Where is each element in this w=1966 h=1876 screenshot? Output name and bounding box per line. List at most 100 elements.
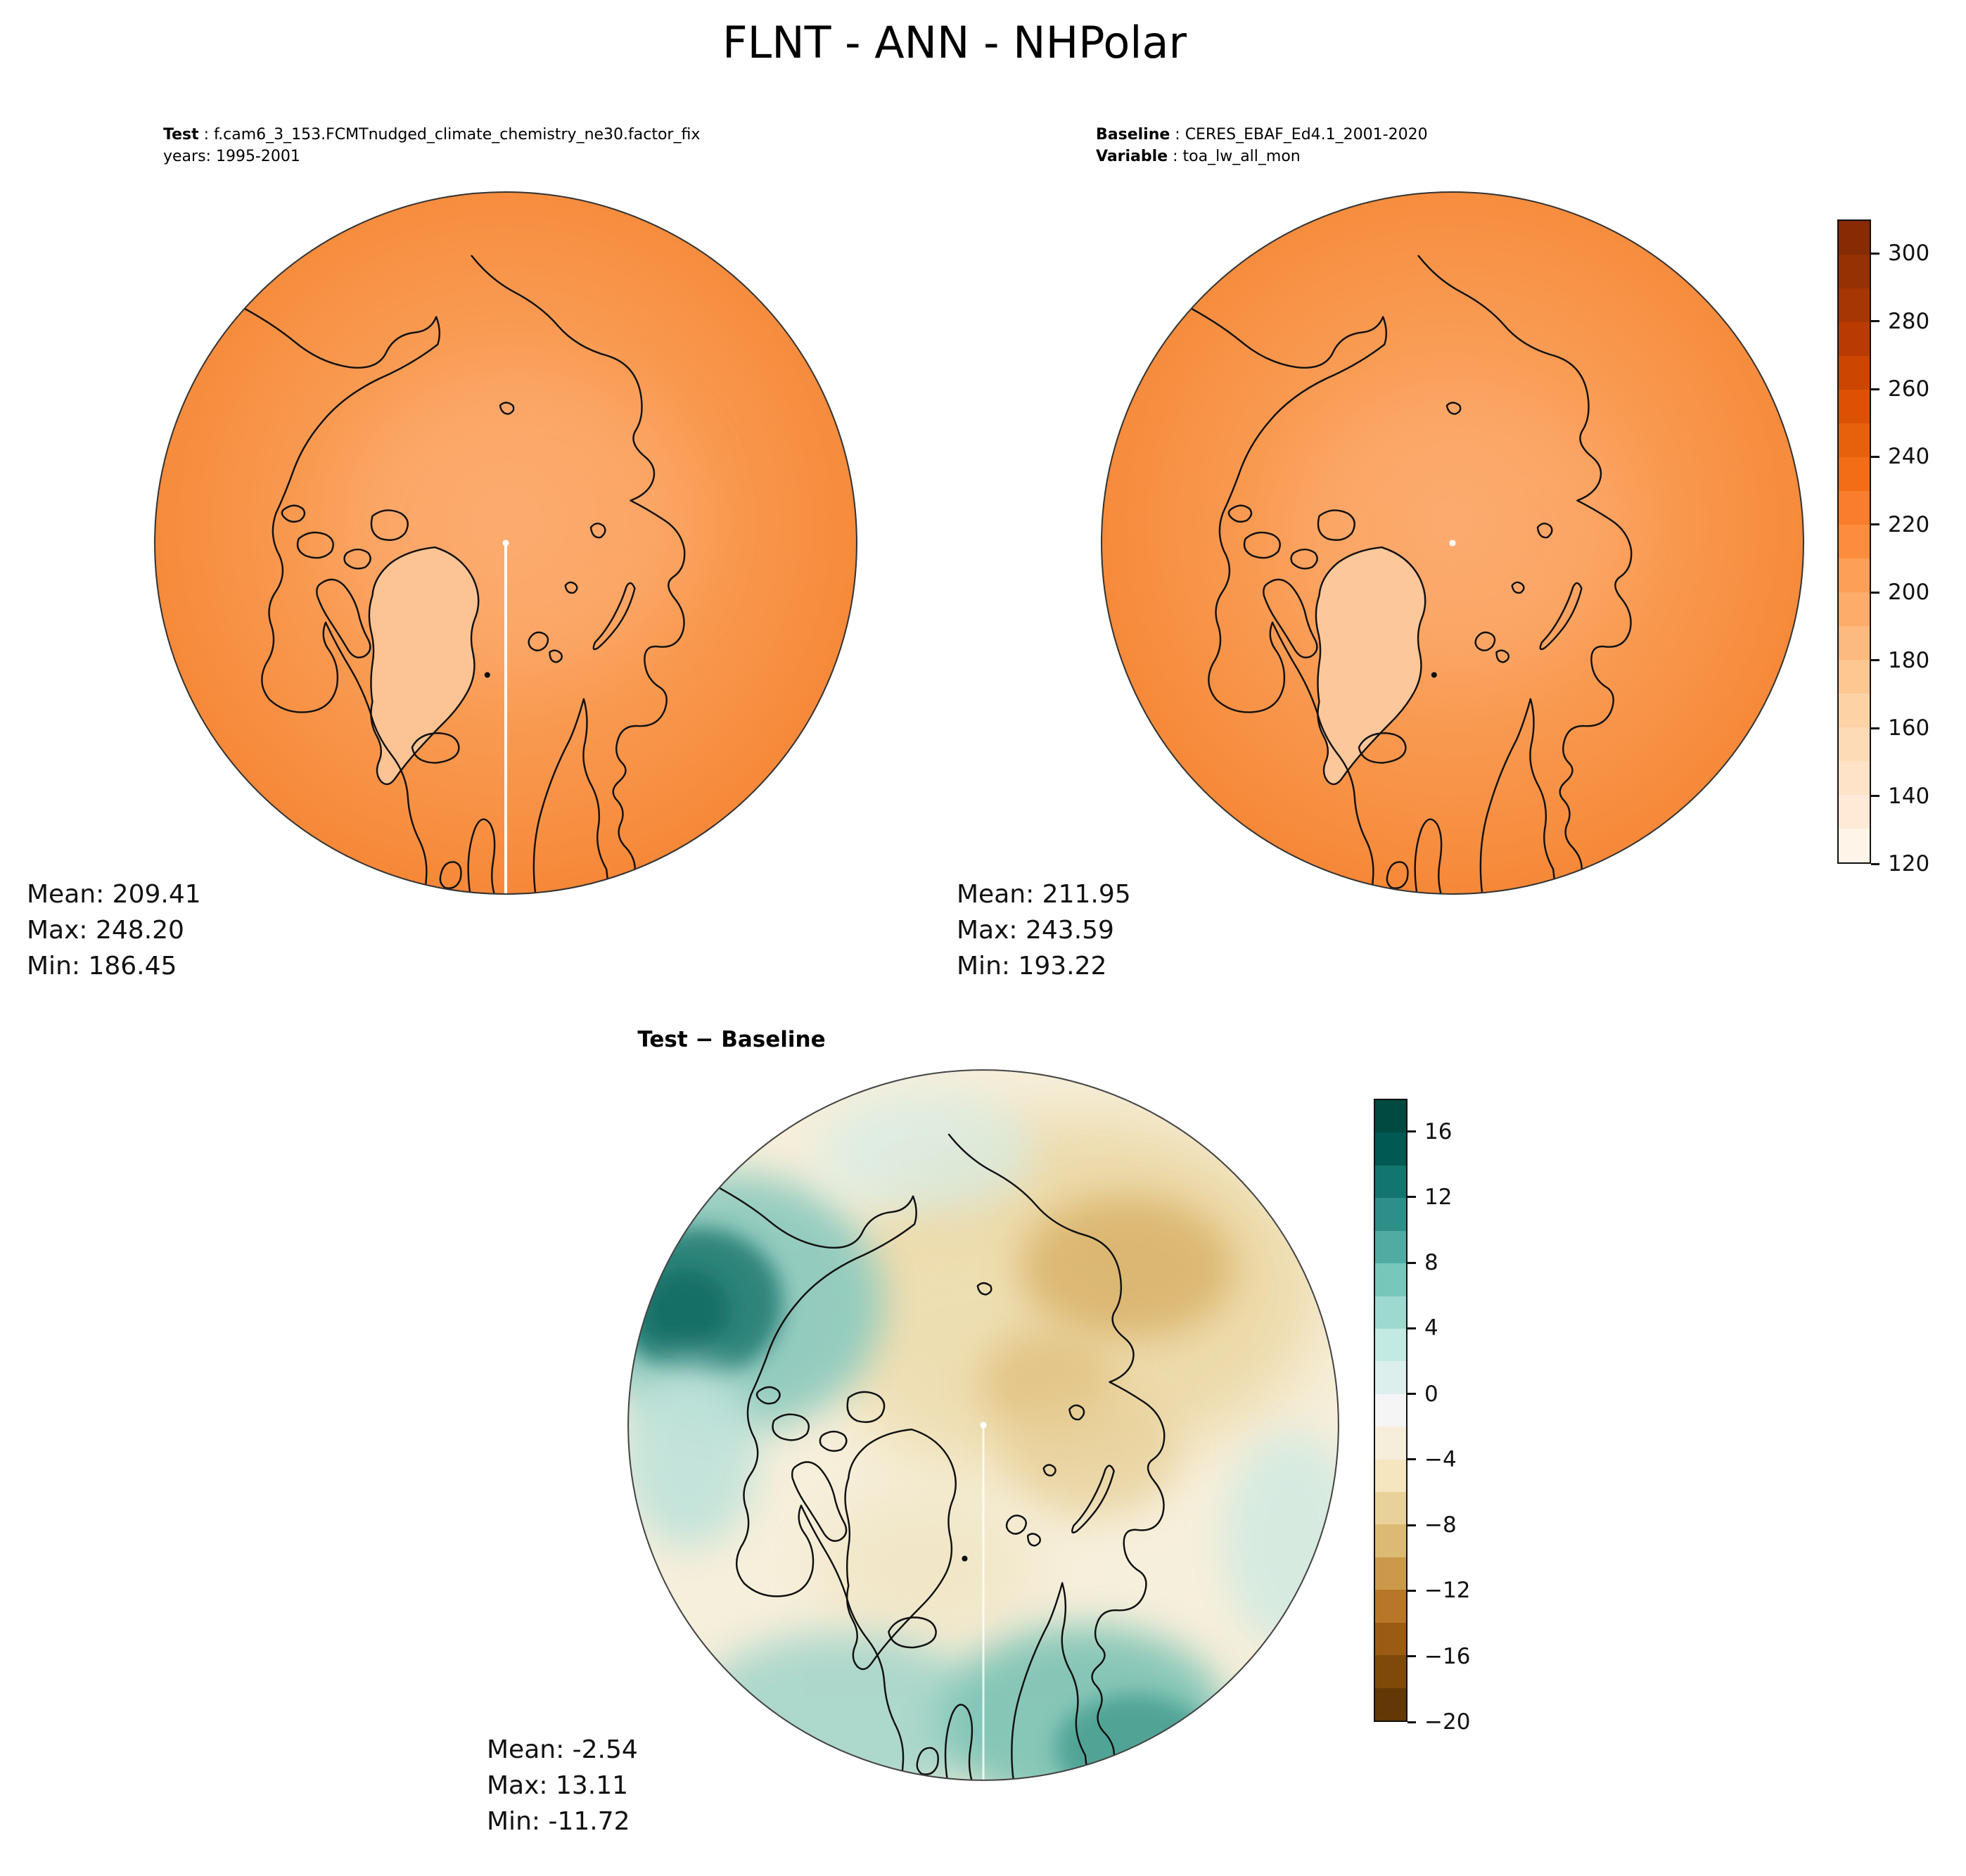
diff-positive-region [628,1360,758,1548]
main-colorbar-tick-label: 300 [1888,241,1930,267]
diff-colorbar-tick: −8 [1408,1512,1457,1538]
diff-colorbar-tick: 8 [1408,1250,1438,1275]
baseline-metadata-value: : CERES_EBAF_Ed4.1_2001-2020 [1170,126,1428,143]
baseline-stats: Mean: 211.95 Max: 243.59 Min: 193.22 [957,876,1131,984]
tick-mark [1871,523,1879,526]
tick-mark [1408,1261,1416,1264]
diff-colorbar-tick: 4 [1408,1315,1438,1341]
figure-title: FLNT - ANN - NHPolar [722,17,1187,68]
tick-mark [1871,727,1879,729]
diff-positive-region [818,1091,1034,1214]
diff-colorbar-tick-label: 0 [1424,1381,1438,1407]
tick-mark [1871,252,1879,255]
tick-mark [1408,1524,1416,1526]
main-colorbar-tick-label: 220 [1888,511,1930,537]
test-metadata-line1: Test : f.cam6_3_153.FCMTnudged_climate_c… [163,124,700,146]
tick-mark [1871,388,1879,390]
test-metadata-label: Test [163,126,199,143]
test-metadata-line2: years: 1995-2001 [163,148,300,165]
diff-colorbar-tick-label: −12 [1424,1578,1471,1604]
main-colorbar-tick-label: 280 [1888,308,1930,334]
diff-colorbar-tick-label: 8 [1424,1250,1438,1276]
baseline-stat-max: Max: 243.59 [957,916,1114,945]
diff-stat-max: Max: 13.11 [487,1771,629,1800]
test-map-border [154,191,857,895]
baseline-metadata-line1: Baseline : CERES_EBAF_Ed4.1_2001-2020 [1096,124,1428,146]
diff-colorbar-tick-label: −16 [1424,1643,1471,1669]
tick-mark [1871,659,1879,662]
diff-colorbar-tick: −20 [1408,1709,1470,1735]
test-stat-min: Min: 186.45 [27,952,177,981]
diff-map [627,1069,1339,1781]
main-colorbar-tick: 200 [1871,580,1929,605]
diff-colorbar-tick-label: −20 [1424,1709,1471,1735]
main-colorbar-tick: 160 [1871,715,1929,741]
main-colorbar-tick-label: 240 [1888,444,1930,470]
main-colorbar-gradient [1837,219,1871,864]
tick-mark [1871,591,1879,594]
tick-mark [1871,455,1879,458]
diff-positive-region [641,1268,730,1352]
diff-map-border [627,1069,1339,1781]
diff-map-pole-dot [980,1422,987,1429]
diff-panel-title: Test − Baseline [637,1027,826,1052]
main-colorbar: 300 280 260 240 220 200 180 160 140 120 [1837,219,1929,876]
diff-negative-region [1019,1195,1234,1339]
diff-stats: Mean: -2.54 Max: 13.11 Min: -11.72 [487,1732,638,1839]
diff-stat-min: Min: -11.72 [487,1807,630,1836]
main-colorbar-tick-label: 200 [1888,580,1930,606]
baseline-stat-min: Min: 193.22 [957,952,1107,981]
test-map-pole-dot [502,540,509,547]
tick-mark [1871,320,1879,323]
diff-colorbar-tick-label: −4 [1424,1446,1457,1472]
test-stat-max: Max: 248.20 [27,916,184,945]
tick-mark [1408,1655,1416,1658]
tick-mark [1871,795,1879,798]
diff-negative-region [1004,1389,1177,1519]
variable-metadata-value: : toa_lw_all_mon [1168,148,1301,165]
tick-mark [1408,1589,1416,1592]
main-colorbar-tick: 300 [1871,241,1929,266]
main-colorbar-tick-label: 140 [1888,783,1930,809]
main-colorbar-tick-label: 180 [1888,647,1930,673]
diff-colorbar-tick-label: 16 [1424,1118,1453,1144]
tick-mark [1408,1196,1416,1199]
baseline-metadata-line2: Variable : toa_lw_all_mon [1096,146,1428,167]
main-colorbar-tick: 260 [1871,376,1929,402]
main-colorbar-tick: 220 [1871,512,1929,537]
main-colorbar-tick: 120 [1871,851,1929,876]
test-stat-mean: Mean: 209.41 [27,880,201,909]
test-metadata-value: : f.cam6_3_153.FCMTnudged_climate_chemis… [198,126,701,143]
test-stats: Mean: 209.41 Max: 248.20 Min: 186.45 [27,876,201,984]
test-metadata: Test : f.cam6_3_153.FCMTnudged_climate_c… [163,124,700,167]
baseline-map [1101,191,1804,895]
main-colorbar-tick-label: 260 [1888,376,1930,402]
diff-colorbar-gradient [1374,1099,1408,1722]
variable-metadata-label: Variable [1096,148,1168,165]
diff-colorbar-tick: 12 [1408,1185,1452,1210]
diff-colorbar-tick: 16 [1408,1119,1452,1144]
main-colorbar-tick: 140 [1871,784,1929,809]
baseline-map-pole-dot [1449,540,1456,547]
diff-negative-region [818,1489,1034,1648]
diff-colorbar-tick-label: 4 [1424,1315,1438,1341]
diff-colorbar-tick-label: 12 [1424,1184,1453,1210]
main-colorbar-tick: 180 [1871,648,1929,673]
diff-colorbar-tick: 0 [1408,1382,1438,1407]
diff-colorbar-tick: −4 [1408,1447,1457,1472]
tick-mark [1408,1130,1416,1133]
tick-mark [1408,1458,1416,1461]
diff-colorbar-tick-label: −8 [1424,1512,1457,1538]
baseline-metadata-label: Baseline [1096,126,1170,143]
test-map [154,191,857,895]
baseline-stat-mean: Mean: 211.95 [957,880,1131,909]
diff-colorbar: 16 12 8 4 0 −4 −8 −12 −16 −20 [1374,1099,1470,1735]
tick-mark [1408,1393,1416,1396]
diff-stat-mean: Mean: -2.54 [487,1735,638,1764]
main-colorbar-tick: 280 [1871,309,1929,334]
tick-mark [1408,1721,1416,1723]
diff-colorbar-tick: −16 [1408,1644,1470,1669]
main-colorbar-tick: 240 [1871,444,1929,469]
tick-mark [1408,1327,1416,1329]
